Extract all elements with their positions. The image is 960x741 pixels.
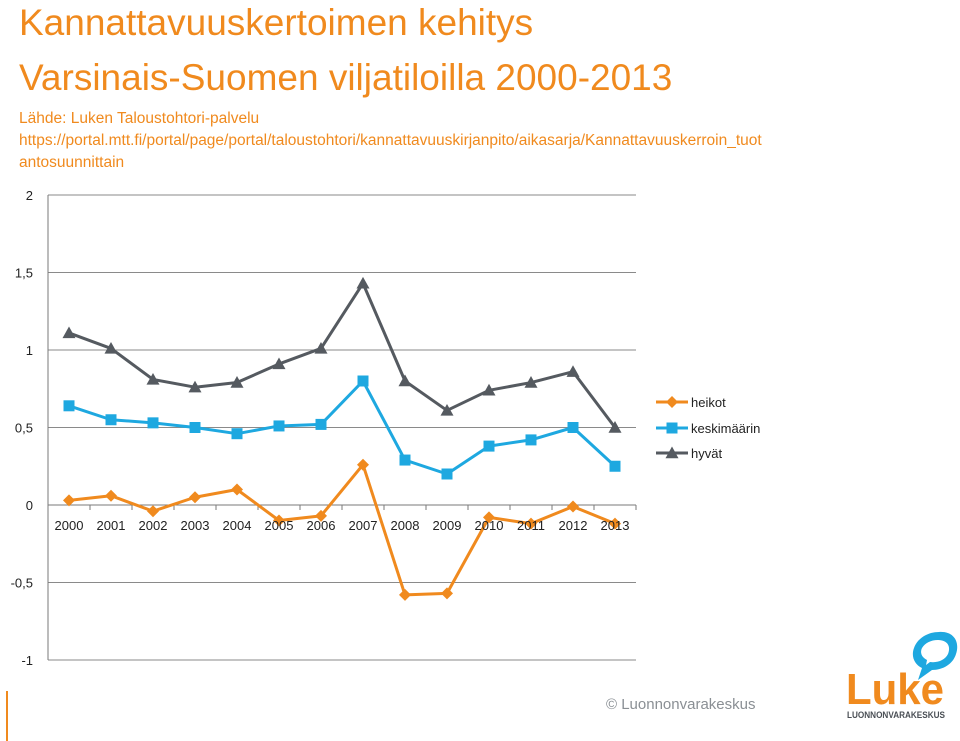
series-line [68, 281, 617, 429]
y-tick-label: 0,5 [15, 421, 33, 436]
data-point-square [399, 454, 411, 466]
x-axis-labels: 2000 2001 2002 2003 2004 2005 2006 2007 2008 2009… [55, 518, 630, 533]
x-tick-label: 2007 [349, 518, 378, 533]
data-point-square [441, 468, 453, 480]
x-tick-label: 2000 [55, 518, 84, 533]
data-point-square [357, 375, 369, 387]
data-point-diamond [609, 517, 621, 530]
chart-gridlines [48, 194, 636, 661]
x-tick-label: 2012 [559, 518, 588, 533]
copyright-text: © Luonnonvarakeskus [606, 696, 756, 713]
data-point-square [147, 417, 159, 429]
y-tick-label: -1 [21, 653, 33, 668]
legend-label: keskimäärin [691, 421, 760, 436]
data-point-square [273, 420, 285, 432]
data-point-triangle [665, 446, 679, 459]
legend-label: hyvät [691, 446, 722, 461]
data-point-square [666, 422, 678, 434]
y-tick-label: 1,5 [15, 266, 33, 281]
data-point-triangle [398, 374, 412, 387]
chart-axes [47, 195, 637, 660]
data-point-diamond [105, 489, 117, 502]
data-point-square [609, 460, 621, 472]
data-point-diamond [315, 509, 327, 522]
chart-series [62, 276, 622, 601]
data-point-diamond [441, 587, 453, 600]
x-tick-label: 2002 [139, 518, 168, 533]
data-point-triangle [314, 341, 328, 354]
legend-item: hyvät [656, 446, 722, 461]
series-line [68, 463, 616, 597]
decorative-left-bar [6, 691, 8, 741]
data-point-triangle [482, 383, 496, 396]
legend-item: heikot [656, 395, 726, 410]
x-tick-label: 2009 [433, 518, 462, 533]
y-tick-label: 1 [26, 343, 33, 358]
data-point-square [525, 434, 537, 446]
data-point-triangle [356, 276, 370, 289]
x-tick-label: 2006 [307, 518, 336, 533]
y-axis-labels: 2 1,5 1 0,5 0 -0,5 -1 [11, 188, 33, 668]
x-tick-label: 2011 [517, 518, 545, 533]
data-point-triangle [62, 326, 76, 339]
logo-speech-bubble-inner [921, 640, 950, 665]
data-point-diamond [483, 511, 495, 524]
series-line [68, 379, 617, 476]
x-tick-label: 2010 [475, 518, 504, 533]
data-point-triangle [146, 372, 160, 385]
x-tick-label: 2005 [265, 518, 294, 533]
data-point-square [105, 414, 117, 426]
series-keskimaarin [63, 375, 621, 480]
data-point-square [315, 418, 327, 430]
luke-logo: Luke LUONNONVARAKESKUS [846, 631, 958, 721]
data-point-triangle [230, 376, 244, 388]
y-tick-label: -0,5 [11, 576, 33, 591]
data-point-diamond [399, 588, 411, 601]
logo-subtitle: LUONNONVARAKESKUS [847, 710, 945, 721]
data-point-triangle [524, 376, 538, 388]
y-tick-label: 0 [26, 498, 33, 513]
data-point-triangle [272, 357, 286, 370]
data-point-triangle [104, 341, 118, 354]
page-title-line-2: Varsinais-Suomen viljatiloilla 2000-2013 [19, 57, 673, 98]
x-tick-label: 2004 [223, 518, 252, 533]
x-tick-label: 2008 [391, 518, 420, 533]
x-tick-label: 2003 [181, 518, 210, 533]
source-line-1: Lähde: Luken Taloustohtori-palvelu [19, 110, 260, 127]
data-point-triangle [566, 365, 580, 377]
x-tick-label: 2001 [97, 518, 126, 533]
data-point-triangle [608, 421, 622, 433]
series-hyvat [62, 276, 622, 433]
data-point-diamond [63, 494, 75, 507]
data-point-square [63, 400, 75, 412]
source-url-line: https://portal.mtt.fi/portal/page/portal… [19, 132, 762, 149]
data-point-diamond [273, 514, 285, 527]
legend-item: keskimäärin [656, 421, 760, 436]
legend-label: heikot [691, 395, 726, 410]
data-point-triangle [188, 380, 202, 393]
data-point-square [483, 440, 495, 452]
data-point-triangle [440, 403, 454, 416]
chart-legend: heikot keskimäärin hyvät [656, 395, 760, 461]
data-point-diamond [231, 483, 243, 496]
data-point-diamond [189, 491, 201, 504]
data-point-square [231, 428, 243, 440]
data-point-square [567, 422, 579, 433]
page-title-line-1: Kannattavuuskertoimen kehitys [19, 2, 534, 43]
x-tick-label: 2013 [601, 518, 630, 533]
data-point-diamond [567, 500, 579, 513]
source-url-line-continued: antosuunnittain [19, 154, 125, 171]
data-point-diamond [147, 505, 159, 518]
data-point-diamond [525, 517, 537, 530]
series-heikot [63, 458, 621, 601]
data-point-square [189, 422, 201, 433]
data-point-diamond [666, 396, 678, 408]
data-point-diamond [357, 458, 369, 471]
y-tick-label: 2 [26, 188, 33, 203]
logo-wordmark: Luke [846, 665, 944, 714]
